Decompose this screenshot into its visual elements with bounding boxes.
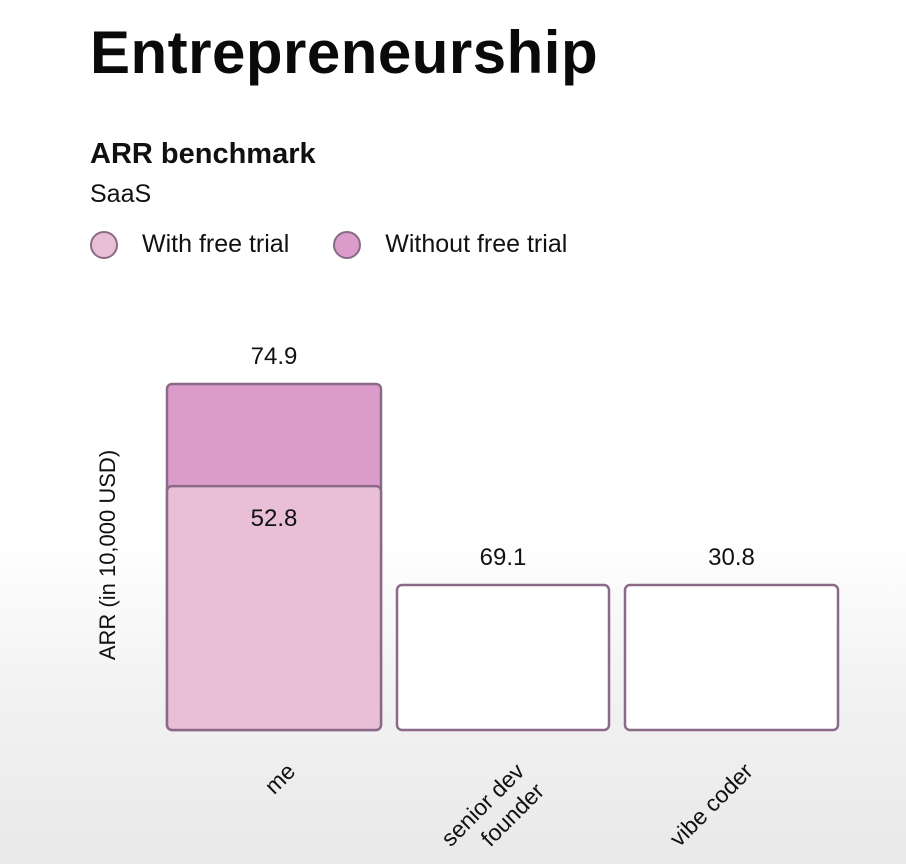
- bar-empty-1: [395, 583, 611, 732]
- legend-item-without-free-trial: Without free trial: [333, 230, 567, 259]
- bar-empty-2: [623, 583, 840, 732]
- chart-title: ARR benchmark: [90, 138, 316, 170]
- category-label-2: vibe coder: [664, 758, 758, 852]
- data-label-with-free-trial-0: 52.8: [251, 505, 298, 532]
- chart-subtitle: SaaS: [90, 180, 152, 208]
- data-label-empty-1: 69.1: [480, 544, 527, 571]
- bar-with-free-trial-0: [165, 484, 383, 732]
- category-label-0: me: [259, 758, 300, 799]
- legend-label-with-free-trial: With free trial: [142, 230, 290, 258]
- legend: With free trial Without free trial: [90, 230, 611, 259]
- category-label-line-2-0: vibe coder: [664, 758, 758, 852]
- page-title: Entrepreneurship: [90, 19, 599, 86]
- data-label-without-free-trial-0: 74.9: [251, 343, 298, 370]
- category-label-line-0-0: me: [259, 758, 300, 799]
- legend-item-with-free-trial: With free trial: [90, 230, 289, 259]
- legend-swatch-with-free-trial: [90, 230, 118, 259]
- legend-swatch-without-free-trial: [333, 230, 362, 259]
- data-label-empty-2: 30.8: [708, 544, 755, 571]
- legend-label-without-free-trial: Without free trial: [385, 230, 568, 258]
